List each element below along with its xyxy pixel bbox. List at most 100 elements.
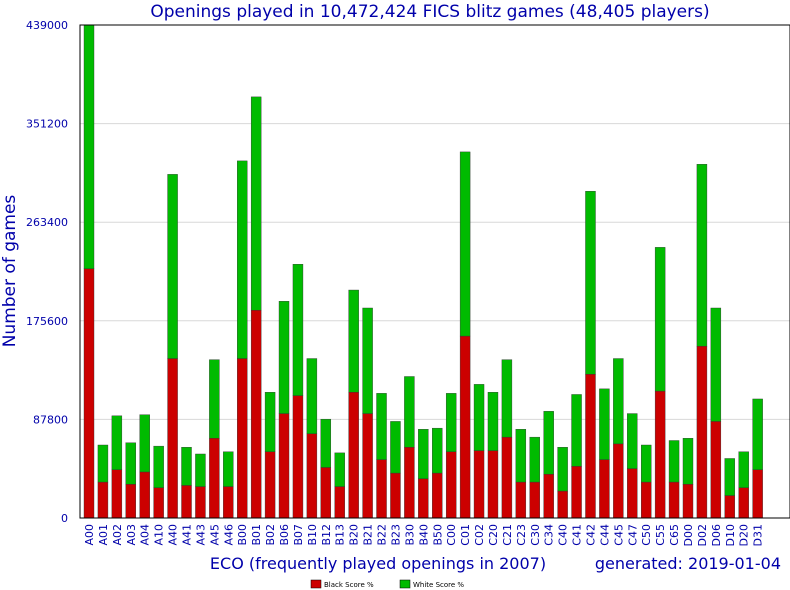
bar-white-score bbox=[292, 264, 304, 396]
x-tick-label: C42 bbox=[584, 524, 597, 546]
bar-white-score bbox=[404, 376, 415, 448]
bar-white-score bbox=[125, 442, 136, 485]
x-tick-label: A04 bbox=[139, 524, 152, 546]
bar-black-score bbox=[529, 481, 540, 519]
bar-white-score bbox=[654, 247, 666, 392]
bar-black-score bbox=[445, 451, 457, 519]
bar-black-score bbox=[195, 486, 206, 519]
chart-title: Openings played in 10,472,424 FICS blitz… bbox=[150, 2, 709, 22]
bar-black-score bbox=[390, 472, 401, 519]
legend-label-black: Black Score % bbox=[324, 581, 374, 589]
y-tick-label: 175600 bbox=[26, 315, 68, 328]
legend: Black Score % White Score % bbox=[310, 579, 464, 589]
x-tick-label: B06 bbox=[278, 524, 291, 546]
bar-black-score bbox=[209, 438, 220, 519]
x-tick-label: B30 bbox=[403, 524, 416, 546]
bar-white-score bbox=[571, 394, 582, 467]
x-tick-label: B00 bbox=[236, 524, 249, 546]
bar-black-score bbox=[627, 468, 638, 519]
bar-black-score bbox=[320, 467, 332, 519]
bar-black-score bbox=[473, 450, 485, 519]
x-tick-label: D02 bbox=[696, 524, 709, 546]
bar-white-score bbox=[181, 447, 192, 486]
bar-black-score bbox=[738, 487, 749, 519]
bar-white-score bbox=[738, 451, 749, 488]
x-tick-label: C20 bbox=[487, 524, 500, 546]
bar-white-score bbox=[139, 414, 150, 473]
x-tick-label: B21 bbox=[362, 524, 375, 546]
x-tick-label: A43 bbox=[194, 524, 207, 546]
bar-white-score bbox=[320, 418, 332, 468]
bar-white-score bbox=[501, 359, 513, 438]
bar-white-score bbox=[641, 444, 652, 483]
bar-black-score bbox=[181, 485, 192, 519]
bar-black-score bbox=[613, 443, 624, 519]
x-tick-label: A01 bbox=[97, 524, 110, 546]
generated-date: generated: 2019-01-04 bbox=[595, 554, 781, 573]
bar-white-score bbox=[418, 429, 429, 479]
bar-black-score bbox=[599, 459, 610, 519]
x-tick-label: D31 bbox=[752, 524, 765, 546]
bar-black-score bbox=[278, 413, 290, 519]
bar-black-score bbox=[724, 495, 735, 519]
x-tick-label: D10 bbox=[724, 524, 737, 546]
x-tick-label: B50 bbox=[431, 524, 444, 546]
bar-white-score bbox=[390, 421, 401, 474]
x-tick-label: C41 bbox=[571, 524, 584, 546]
bar-white-score bbox=[682, 438, 694, 485]
bar-black-score bbox=[237, 358, 248, 519]
bar-white-score bbox=[111, 415, 123, 470]
bar-black-score bbox=[111, 469, 123, 519]
bar-black-score bbox=[125, 484, 136, 519]
x-tick-label: D20 bbox=[738, 524, 751, 546]
bar-black-score bbox=[641, 481, 652, 519]
x-tick-label: C30 bbox=[529, 524, 542, 546]
bar-white-score bbox=[696, 164, 708, 347]
x-tick-label: D00 bbox=[682, 524, 695, 546]
bar-black-score bbox=[418, 478, 429, 519]
x-tick-label: A41 bbox=[181, 524, 194, 546]
x-tick-label: C23 bbox=[515, 524, 528, 546]
bar-white-score bbox=[362, 307, 373, 414]
bar-black-score bbox=[682, 484, 694, 519]
bar-black-score bbox=[459, 335, 471, 519]
bar-black-score bbox=[654, 390, 666, 519]
x-tick-label: C00 bbox=[445, 524, 458, 546]
x-tick-label: C02 bbox=[473, 524, 486, 546]
bar-white-score bbox=[529, 436, 540, 483]
bar-black-score bbox=[376, 459, 387, 519]
x-tick-label: B20 bbox=[348, 524, 361, 546]
legend-swatch-white bbox=[399, 579, 411, 589]
bar-black-score bbox=[432, 472, 443, 519]
bar-black-score bbox=[139, 471, 150, 519]
bar-white-score bbox=[710, 307, 722, 422]
bar-black-score bbox=[515, 481, 527, 519]
bar-white-score bbox=[543, 411, 554, 475]
x-tick-label: B07 bbox=[292, 524, 305, 546]
bar-white-score bbox=[83, 24, 95, 269]
x-tick-label: C55 bbox=[654, 524, 667, 546]
bar-black-score bbox=[696, 345, 708, 519]
bar-white-score bbox=[585, 191, 596, 375]
x-tick-label: A02 bbox=[111, 524, 124, 546]
bar-white-score bbox=[153, 445, 164, 488]
bar-white-score bbox=[557, 447, 568, 492]
bar-white-score bbox=[278, 301, 290, 414]
y-tick-label: 87800 bbox=[33, 413, 68, 426]
bar-white-score bbox=[97, 444, 109, 483]
x-tick-label: B23 bbox=[389, 524, 402, 546]
bar-black-score bbox=[167, 358, 178, 519]
bar-black-score bbox=[223, 486, 234, 519]
x-tick-label: C01 bbox=[459, 524, 472, 546]
bar-white-score bbox=[250, 96, 262, 311]
bar-white-score bbox=[376, 393, 387, 460]
x-tick-label: C45 bbox=[612, 524, 625, 546]
x-tick-label: B12 bbox=[320, 524, 333, 546]
bar-white-score bbox=[613, 358, 624, 445]
bar-black-score bbox=[571, 466, 582, 519]
bar-black-score bbox=[334, 486, 345, 519]
bar-white-score bbox=[459, 151, 471, 337]
bar-black-score bbox=[501, 436, 513, 519]
bar-white-score bbox=[334, 452, 345, 487]
x-tick-label: C40 bbox=[557, 524, 570, 546]
